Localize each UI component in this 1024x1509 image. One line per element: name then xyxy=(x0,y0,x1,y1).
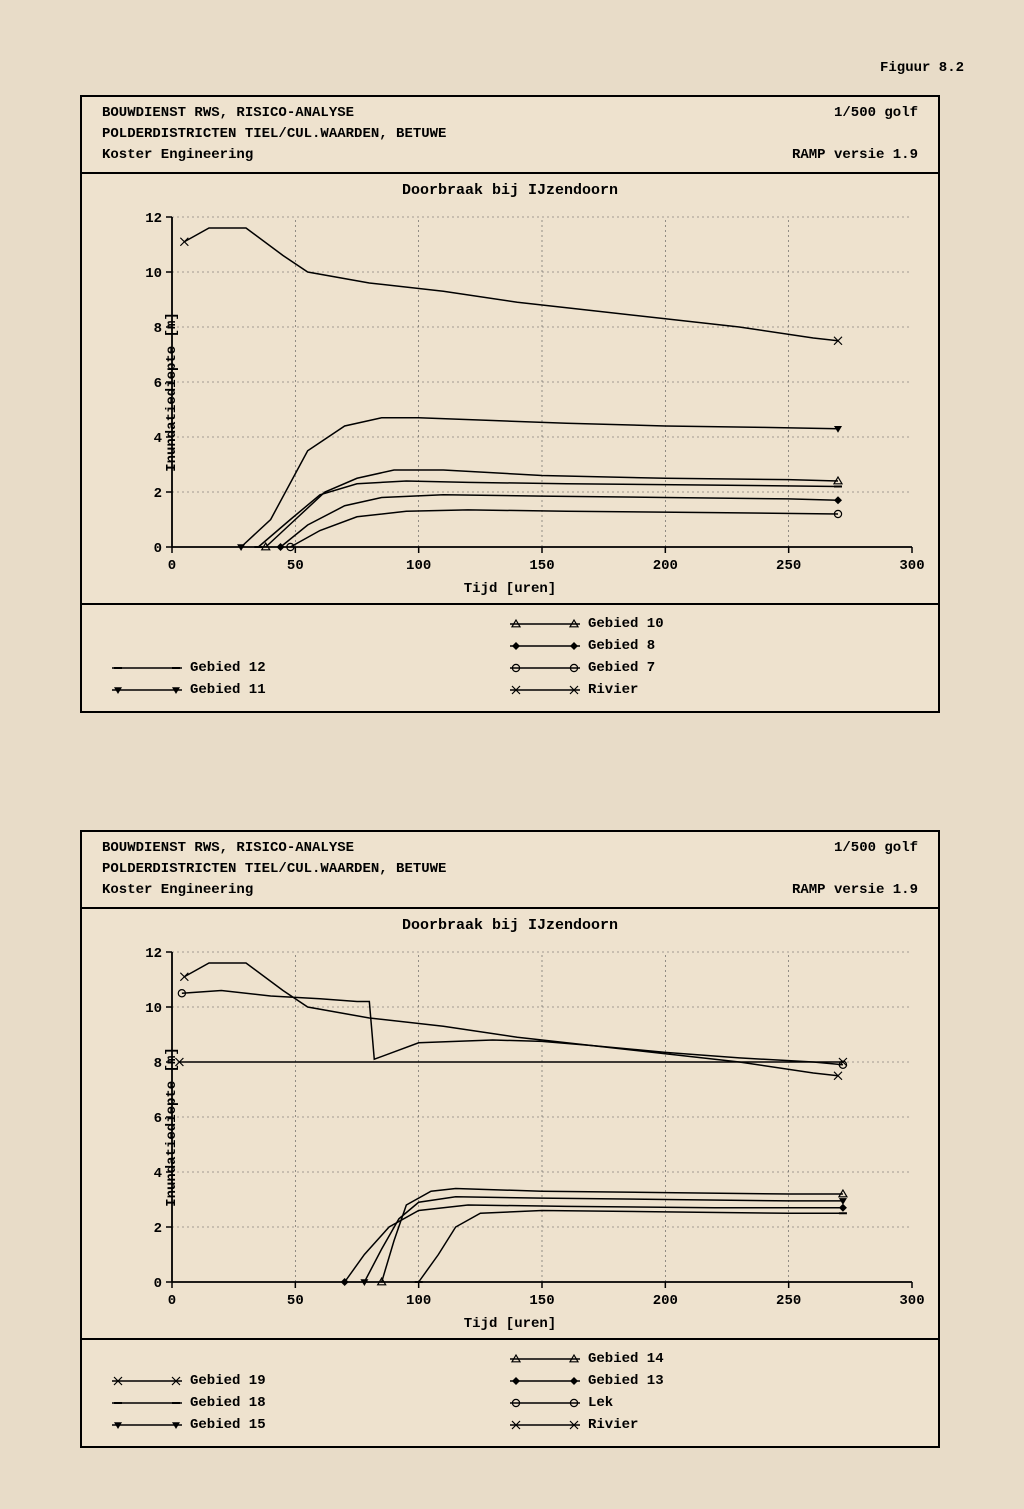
legend-item: Gebied 14 xyxy=(510,1348,908,1370)
svg-text:300: 300 xyxy=(899,1293,924,1309)
svg-text:50: 50 xyxy=(287,1293,304,1309)
legend-item: Gebied 8 xyxy=(510,635,908,657)
x-axis-label: Tijd [uren] xyxy=(82,1316,938,1332)
svg-text:0: 0 xyxy=(154,541,162,557)
svg-text:8: 8 xyxy=(154,1056,162,1072)
svg-text:250: 250 xyxy=(776,558,801,574)
chart-svg: 0 50 100 150 200 250 300 0 2 4 6 8 10 12 xyxy=(142,207,932,577)
chart-header: BOUWDIENST RWS, RISICO-ANALYSE 1/500 gol… xyxy=(82,832,938,909)
legend: Gebied 12 Gebied 11 Gebied 10 Gebied 8 G… xyxy=(82,603,938,711)
legend-marker-x xyxy=(510,1418,580,1432)
legend-label: Gebied 10 xyxy=(588,616,664,632)
legend-label: Rivier xyxy=(588,682,638,698)
legend-item: Gebied 13 xyxy=(510,1370,908,1392)
svg-text:200: 200 xyxy=(653,558,678,574)
y-axis-label: Inundatiediepte [m] xyxy=(164,312,180,472)
svg-text:50: 50 xyxy=(287,558,304,574)
legend-item: Lek xyxy=(510,1392,908,1414)
legend-marker-tri-down xyxy=(112,1418,182,1432)
plot-area: Inundatiediepte [m] 05010015020025030002… xyxy=(142,207,908,577)
chart-panel: BOUWDIENST RWS, RISICO-ANALYSE 1/500 gol… xyxy=(80,830,940,1448)
legend-label: Gebied 8 xyxy=(588,638,655,654)
header-line3-right: RAMP versie 1.9 xyxy=(792,880,918,901)
svg-text:12: 12 xyxy=(145,946,162,962)
legend-label: Gebied 13 xyxy=(588,1373,664,1389)
legend-marker-tri-up xyxy=(510,617,580,631)
header-line3-left: Koster Engineering xyxy=(102,880,253,901)
legend-marker-dash xyxy=(112,661,182,675)
svg-text:0: 0 xyxy=(168,1293,176,1309)
header-line3-left: Koster Engineering xyxy=(102,145,253,166)
header-line2: POLDERDISTRICTEN TIEL/CUL.WAARDEN, BETUW… xyxy=(102,859,918,880)
svg-text:4: 4 xyxy=(154,431,162,447)
legend-marker-circle xyxy=(510,661,580,675)
chart-title: Doorbraak bij IJzendoorn xyxy=(82,909,938,938)
legend-label: Gebied 18 xyxy=(190,1395,266,1411)
legend-item: Gebied 12 xyxy=(112,657,510,679)
header-line3-right: RAMP versie 1.9 xyxy=(792,145,918,166)
legend-marker-diamond xyxy=(510,1374,580,1388)
svg-text:0: 0 xyxy=(168,558,176,574)
legend-label: Gebied 12 xyxy=(190,660,266,676)
legend-label: Rivier xyxy=(588,1417,638,1433)
header-line1-left: BOUWDIENST RWS, RISICO-ANALYSE xyxy=(102,838,354,859)
legend-marker-tri-down xyxy=(112,683,182,697)
svg-text:100: 100 xyxy=(406,1293,431,1309)
svg-text:8: 8 xyxy=(154,321,162,337)
svg-text:150: 150 xyxy=(529,558,554,574)
header-line1-left: BOUWDIENST RWS, RISICO-ANALYSE xyxy=(102,103,354,124)
svg-text:200: 200 xyxy=(653,1293,678,1309)
legend-marker-x xyxy=(112,1374,182,1388)
legend-item: Rivier xyxy=(510,1414,908,1436)
page-label: Figuur 8.2 xyxy=(880,60,964,76)
chart-panel: BOUWDIENST RWS, RISICO-ANALYSE 1/500 gol… xyxy=(80,95,940,713)
y-axis-label: Inundatiediepte [m] xyxy=(164,1047,180,1207)
svg-text:2: 2 xyxy=(154,1221,162,1237)
legend-label: Gebied 7 xyxy=(588,660,655,676)
svg-text:4: 4 xyxy=(154,1166,162,1182)
legend-item: Gebied 10 xyxy=(510,613,908,635)
legend-item: Gebied 11 xyxy=(112,679,510,701)
legend-label: Gebied 11 xyxy=(190,682,266,698)
chart-svg: 0 50 100 150 200 250 300 0 2 4 6 8 10 12 xyxy=(142,942,932,1312)
legend-item: Gebied 18 xyxy=(112,1392,510,1414)
x-axis-label: Tijd [uren] xyxy=(82,581,938,597)
legend-label: Gebied 19 xyxy=(190,1373,266,1389)
legend-marker-circle xyxy=(510,1396,580,1410)
legend-label: Lek xyxy=(588,1395,613,1411)
svg-text:250: 250 xyxy=(776,1293,801,1309)
legend-item: Gebied 7 xyxy=(510,657,908,679)
legend-label: Gebied 15 xyxy=(190,1417,266,1433)
plot-area: Inundatiediepte [m] 05010015020025030002… xyxy=(142,942,908,1312)
legend-marker-tri-up xyxy=(510,1352,580,1366)
svg-text:6: 6 xyxy=(154,1111,162,1127)
header-line1-right: 1/500 golf xyxy=(834,103,918,124)
legend-marker-dash xyxy=(112,1396,182,1410)
header-line1-right: 1/500 golf xyxy=(834,838,918,859)
legend-item: Gebied 19 xyxy=(112,1370,510,1392)
svg-text:10: 10 xyxy=(145,266,162,282)
svg-text:150: 150 xyxy=(529,1293,554,1309)
header-line2: POLDERDISTRICTEN TIEL/CUL.WAARDEN, BETUW… xyxy=(102,124,918,145)
svg-text:300: 300 xyxy=(899,558,924,574)
legend-marker-x xyxy=(510,683,580,697)
legend-marker-diamond xyxy=(510,639,580,653)
legend-label: Gebied 14 xyxy=(588,1351,664,1367)
svg-text:10: 10 xyxy=(145,1001,162,1017)
legend-item: Gebied 15 xyxy=(112,1414,510,1436)
legend-item: Rivier xyxy=(510,679,908,701)
svg-text:12: 12 xyxy=(145,211,162,227)
svg-text:2: 2 xyxy=(154,486,162,502)
svg-text:100: 100 xyxy=(406,558,431,574)
chart-title: Doorbraak bij IJzendoorn xyxy=(82,174,938,203)
chart-header: BOUWDIENST RWS, RISICO-ANALYSE 1/500 gol… xyxy=(82,97,938,174)
svg-text:0: 0 xyxy=(154,1276,162,1292)
svg-text:6: 6 xyxy=(154,376,162,392)
legend: Gebied 19 Gebied 18 Gebied 15 Gebied 14 … xyxy=(82,1338,938,1446)
